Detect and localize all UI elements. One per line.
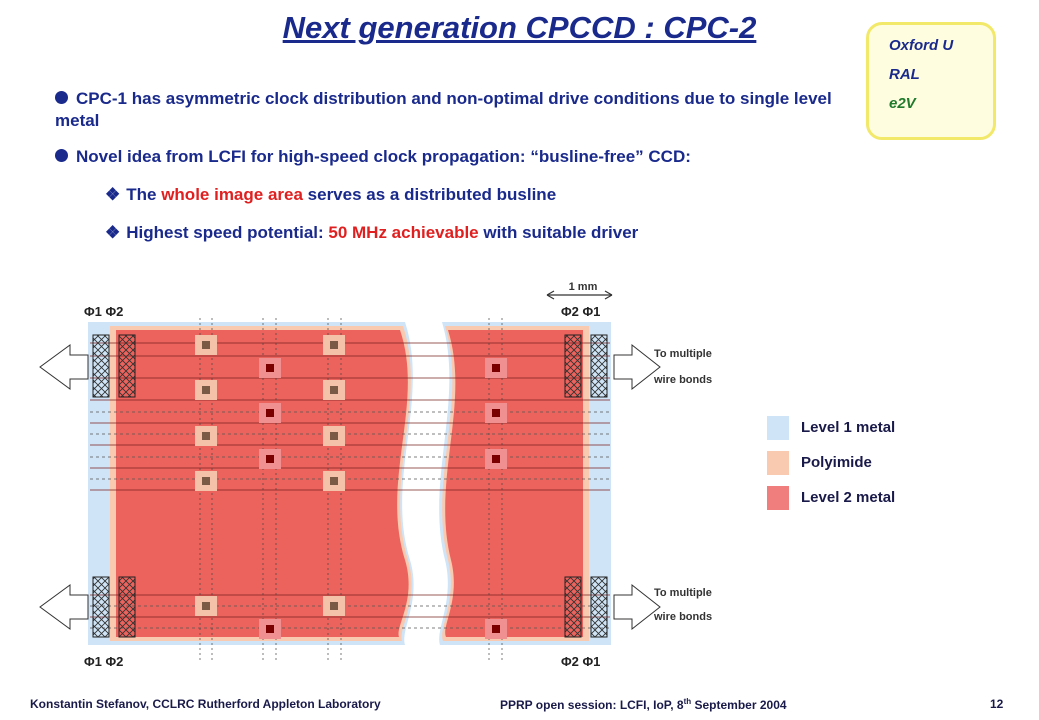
level2-metal-right	[445, 330, 583, 637]
legend-label-level2: Level 2 metal	[801, 489, 896, 506]
org-oxford: Oxford U	[889, 37, 954, 54]
org-e2v: e2V	[889, 95, 916, 112]
org-ral: RAL	[889, 66, 920, 83]
arrow-left-top-icon	[39, 344, 89, 390]
bullet-dot-icon	[55, 149, 68, 162]
bullet-list: CPC-1 has asymmetric clock distribution …	[55, 88, 855, 244]
gate-lines	[90, 342, 610, 618]
sub-bullet-1-pre: The	[126, 185, 162, 204]
bullet-2: Novel idea from LCFI for high-speed cloc…	[55, 146, 855, 168]
sub-bullet-2-post: with suitable driver	[478, 223, 639, 242]
footer-event-pre: PPRP open session: LCFI, IoP, 8	[500, 698, 684, 712]
bullet-1-text: CPC-1 has asymmetric clock distribution …	[55, 89, 832, 130]
footer-event: PPRP open session: LCFI, IoP, 8th Septem…	[500, 697, 787, 712]
legend-label-polyimide: Polyimide	[801, 454, 872, 471]
level2-metal-left	[116, 330, 409, 637]
bullet-dot-icon	[55, 91, 68, 104]
page-number: 12	[990, 697, 1004, 711]
wire-label-top-1: To multiple	[654, 348, 712, 360]
vias-phase-a	[195, 335, 345, 616]
wire-label-bottom-2: wire bonds	[653, 611, 712, 623]
gate-lines-dashed	[90, 411, 610, 629]
sub-bullet-2: ❖ Highest speed potential: 50 MHz achieva…	[105, 222, 855, 244]
phase-label-right-bottom: Φ2 Φ1	[561, 654, 600, 669]
bullet-1: CPC-1 has asymmetric clock distribution …	[55, 88, 855, 132]
diamond-bullet-icon: ❖	[105, 185, 121, 204]
sub-bullet-1-highlight: whole image area	[161, 185, 303, 204]
legend-swatch-level1	[767, 416, 789, 440]
diamond-bullet-icon: ❖	[105, 223, 121, 242]
organisations-box: Oxford U RAL e2V	[866, 22, 996, 140]
sub-bullet-2-highlight: 50 MHz achievable	[328, 223, 479, 242]
wire-label-bottom-1: To multiple	[654, 587, 712, 599]
sub-bullet-2-pre: Highest speed potential:	[126, 223, 329, 242]
sub-bullet-1: ❖ The whole image area serves as a distri…	[105, 184, 855, 206]
legend-label-level1: Level 1 metal	[801, 419, 896, 436]
arrows	[39, 343, 661, 631]
arrow-right-top-icon	[613, 343, 661, 391]
bullet-2-text: Novel idea from LCFI for high-speed cloc…	[76, 147, 691, 166]
arrow-left-bottom-icon	[39, 584, 89, 630]
arrow-right-bottom-icon	[613, 583, 661, 631]
footer-event-sup: th	[683, 697, 692, 706]
bond-pads	[92, 334, 608, 638]
phase-label-left-bottom: Φ1 Φ2	[84, 654, 123, 669]
legend-swatch-level2	[767, 486, 789, 510]
scale-label: 1 mm	[569, 281, 598, 293]
vias-phase-b	[259, 358, 507, 639]
legend-swatch-polyimide	[767, 451, 789, 475]
slide-title: Next generation CPCCD : CPC-2	[282, 10, 757, 45]
footer-author: Konstantin Stefanov, CCLRC Rutherford Ap…	[30, 697, 381, 711]
footer-event-post: September 2004	[691, 698, 787, 712]
wire-label-top-2: wire bonds	[653, 374, 712, 386]
sub-bullet-1-post: serves as a distributed busline	[302, 185, 557, 204]
phase-label-right-top: Φ2 Φ1	[561, 304, 600, 319]
phase-label-left-top: Φ1 Φ2	[84, 304, 123, 319]
scale-bar	[546, 290, 613, 300]
